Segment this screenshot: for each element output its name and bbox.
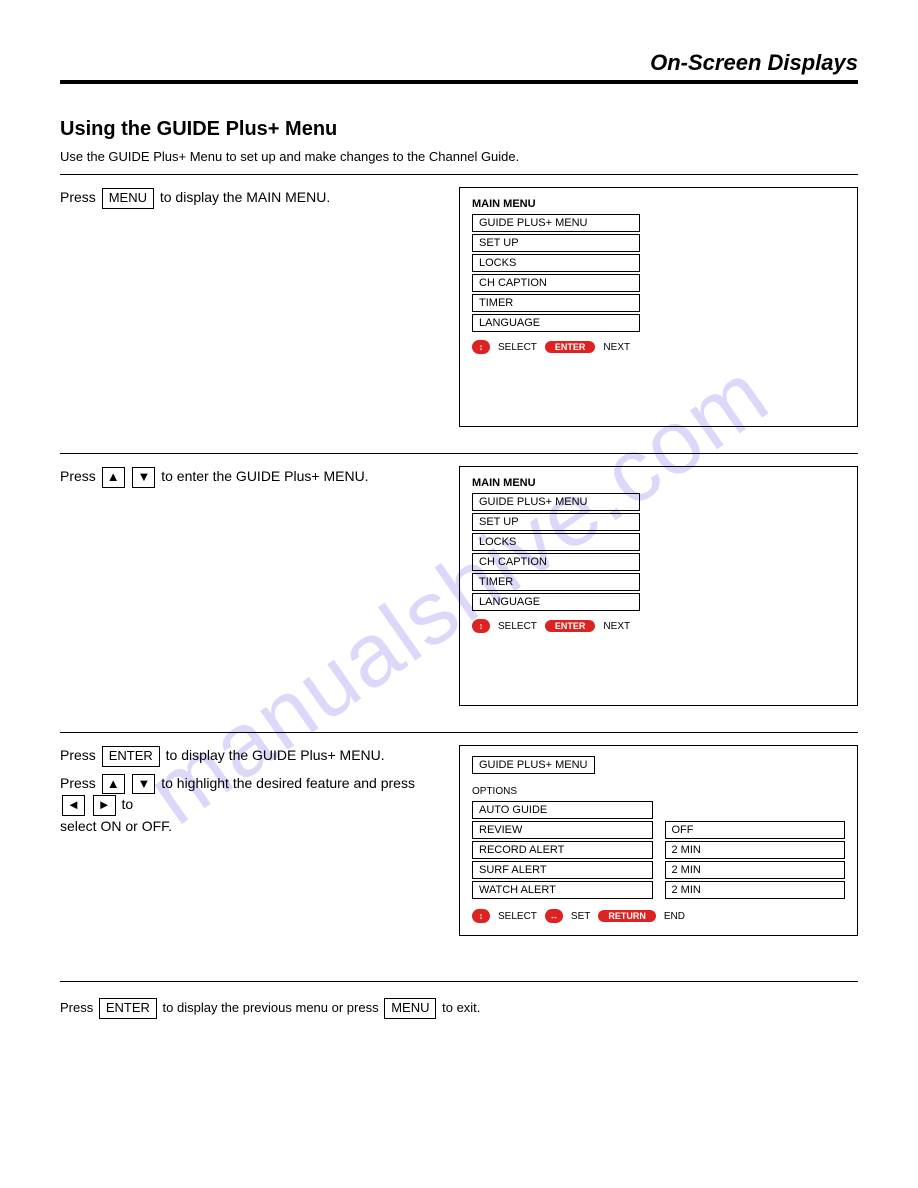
- return-pill: RETURN: [598, 910, 656, 922]
- menu-item: SET UP: [472, 513, 640, 531]
- divider-1: [60, 174, 858, 175]
- step2-text-before: Press: [60, 468, 100, 484]
- step1-screen-title: MAIN MENU: [472, 198, 845, 210]
- step1-screen: MAIN MENU GUIDE PLUS+ MENU SET UP LOCKS …: [459, 187, 858, 427]
- step-2: Press ▲ ▼ to enter the GUIDE Plus+ MENU.…: [60, 466, 858, 726]
- option-value: 2 MIN: [665, 861, 846, 879]
- hint-select: SELECT: [498, 342, 537, 353]
- right-key: ►: [93, 795, 116, 816]
- menu-item: CH CAPTION: [472, 274, 640, 292]
- step3-hint: ↕ SELECT ↔ SET RETURN END: [472, 909, 845, 923]
- menu-item: LANGUAGE: [472, 593, 640, 611]
- option-value: 2 MIN: [665, 881, 846, 899]
- step-1: Press MENU to display the MAIN MENU. MAI…: [60, 187, 858, 447]
- enter-key: ENTER: [102, 746, 160, 767]
- down-key: ▼: [132, 774, 155, 795]
- page-content: On-Screen Displays Using the GUIDE Plus+…: [60, 50, 858, 1019]
- options-label: OPTIONS: [472, 786, 845, 797]
- leftright-icon: ↔: [545, 909, 563, 923]
- step2-screen: MAIN MENU GUIDE PLUS+ MENU SET UP LOCKS …: [459, 466, 858, 706]
- updown-icon: ↕: [472, 909, 490, 923]
- option-value: OFF: [665, 821, 846, 839]
- menu-item: LANGUAGE: [472, 314, 640, 332]
- step2-text-mid: to enter the GUIDE Plus+ MENU.: [161, 468, 368, 484]
- step-3: Press ENTER to display the GUIDE Plus+ M…: [60, 745, 858, 975]
- option-item: REVIEW: [472, 821, 653, 839]
- section-title: Using the GUIDE Plus+ Menu: [60, 118, 858, 141]
- footer-before: Press: [60, 1000, 97, 1015]
- menu-item: LOCKS: [472, 254, 640, 272]
- header-title: On-Screen Displays: [60, 50, 858, 76]
- menu-item: CH CAPTION: [472, 553, 640, 571]
- step1-text-before: Press: [60, 189, 100, 205]
- divider-2: [60, 453, 858, 454]
- enter-pill: ENTER: [545, 341, 596, 353]
- menu-item: LOCKS: [472, 533, 640, 551]
- hint-next: NEXT: [603, 621, 630, 632]
- header-rule: [60, 80, 858, 84]
- step3-text-line3: select ON or OFF.: [60, 816, 439, 837]
- up-key: ▲: [102, 774, 125, 795]
- step3-screen: GUIDE PLUS+ MENU OPTIONS AUTO GUIDE REVI…: [459, 745, 858, 936]
- step1-hint: ↕ SELECT ENTER NEXT: [472, 340, 845, 354]
- step3-text-line2-end: to: [122, 796, 134, 812]
- hint-select: SELECT: [498, 911, 537, 922]
- divider-4: [60, 981, 858, 982]
- down-key: ▼: [132, 467, 155, 488]
- menu-item: GUIDE PLUS+ MENU: [472, 493, 640, 511]
- step3-text-line2-mid: to highlight the desired feature and pre…: [161, 775, 415, 791]
- up-key: ▲: [102, 467, 125, 488]
- step1-text-after: to display the MAIN MENU.: [160, 189, 330, 205]
- option-item: RECORD ALERT: [472, 841, 653, 859]
- menu-item: SET UP: [472, 234, 640, 252]
- option-item: AUTO GUIDE: [472, 801, 653, 819]
- step3-screen-subtitle: GUIDE PLUS+ MENU: [472, 756, 595, 774]
- option-item: SURF ALERT: [472, 861, 653, 879]
- section-subtitle: Use the GUIDE Plus+ Menu to set up and m…: [60, 149, 858, 164]
- footer-after: to exit.: [442, 1000, 480, 1015]
- step2-screen-title: MAIN MENU: [472, 477, 845, 489]
- step3-text-before: Press: [60, 747, 100, 763]
- step2-hint: ↕ SELECT ENTER NEXT: [472, 619, 845, 633]
- updown-icon: ↕: [472, 619, 490, 633]
- hint-next: NEXT: [603, 342, 630, 353]
- updown-icon: ↕: [472, 340, 490, 354]
- option-item: WATCH ALERT: [472, 881, 653, 899]
- menu-item: GUIDE PLUS+ MENU: [472, 214, 640, 232]
- divider-3: [60, 732, 858, 733]
- menu-key: MENU: [384, 998, 436, 1019]
- option-value: 2 MIN: [665, 841, 846, 859]
- hint-select: SELECT: [498, 621, 537, 632]
- footer: Press ENTER to display the previous menu…: [60, 998, 858, 1019]
- step3-text-line2-before: Press: [60, 775, 100, 791]
- hint-set: SET: [571, 911, 590, 922]
- left-key: ◄: [62, 795, 85, 816]
- hint-end: END: [664, 911, 685, 922]
- enter-pill: ENTER: [545, 620, 596, 632]
- menu-item: TIMER: [472, 294, 640, 312]
- menu-key: MENU: [102, 188, 154, 209]
- enter-key: ENTER: [99, 998, 157, 1019]
- footer-mid: to display the previous menu or press: [163, 1000, 383, 1015]
- menu-item: TIMER: [472, 573, 640, 591]
- step3-text-mid1: to display the GUIDE Plus+ MENU.: [166, 747, 385, 763]
